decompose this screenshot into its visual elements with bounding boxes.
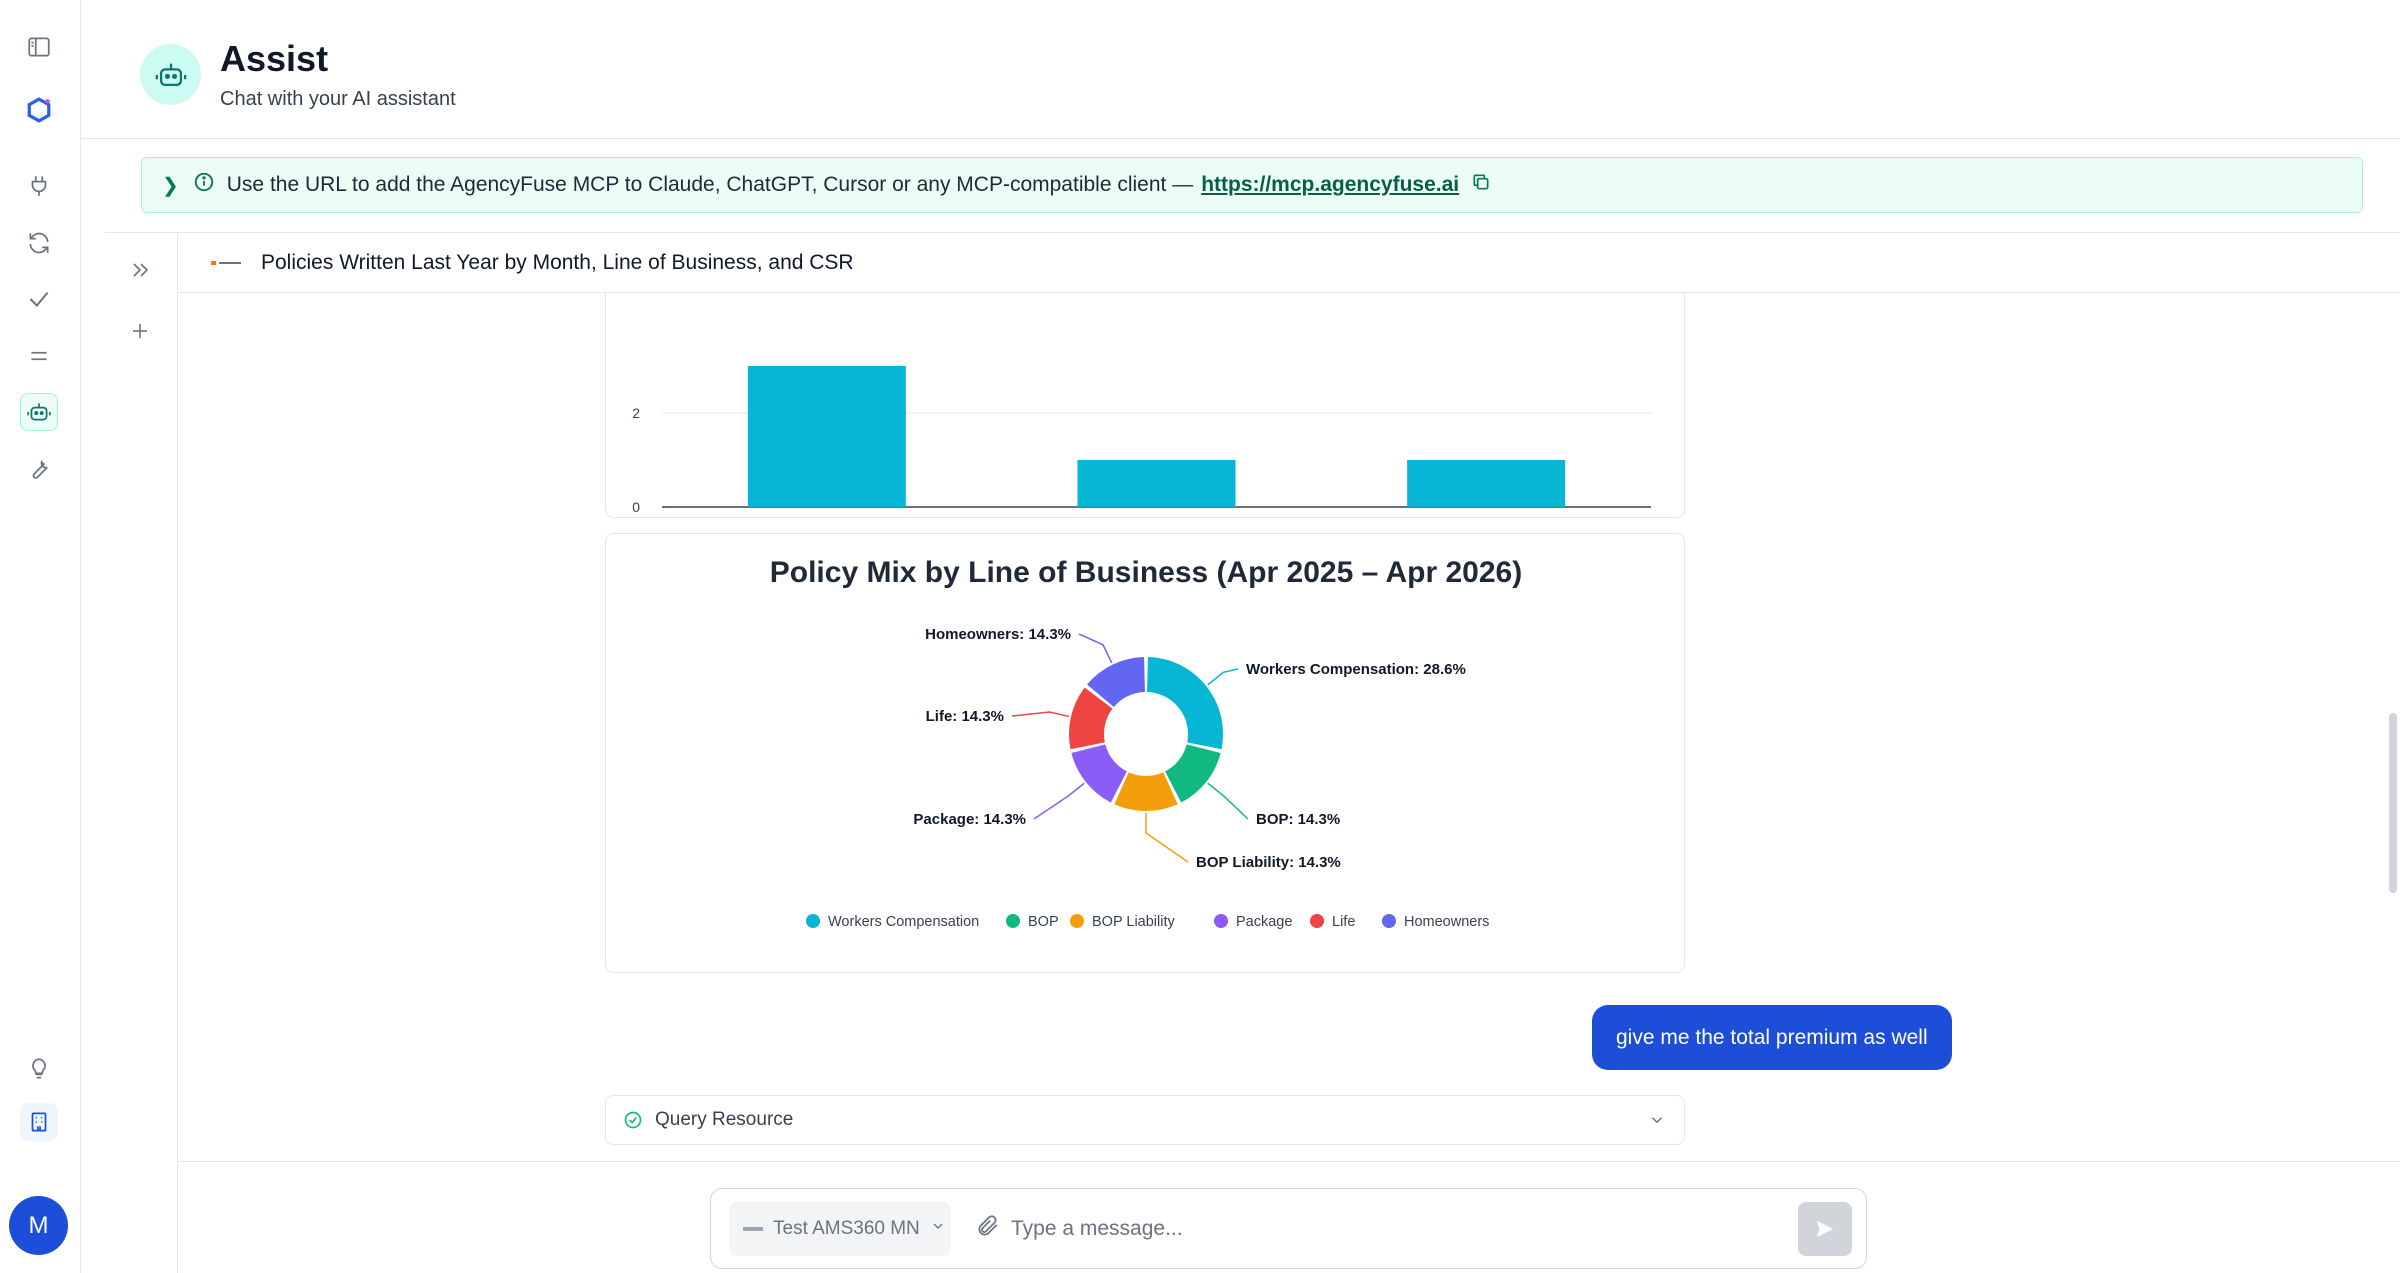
user-message: give me the total premium as well [1592,1005,1952,1070]
mcp-url-link[interactable]: https://mcp.agencyfuse.ai [1201,173,1460,196]
chat-messages: 02Jali, Khulekanibingham, shaunCurry, Ph… [178,293,2400,1161]
scrollbar-thumb[interactable] [2389,713,2397,893]
legend-label: Workers Compensation [828,914,979,930]
chevron-down-icon [930,1218,946,1240]
data-label: Package: 14.3% [913,811,1026,828]
tool-call-label: Query Resource [655,1109,794,1130]
bar [1077,460,1236,507]
data-label: Homeowners: 14.3% [925,626,1071,643]
wrench-icon[interactable] [20,449,58,487]
left-rail: M [0,0,81,1273]
page-header: Assist Chat with your AI assistant [81,0,2400,139]
chat-scrollbar[interactable] [2386,293,2400,1161]
assistant-logo-icon [140,44,201,105]
leader-line [1011,711,1070,718]
paperclip-icon[interactable] [975,1213,1001,1244]
bar-chart: 02Jali, Khulekanibingham, shaunCurry, Ph… [632,366,1651,543]
message-input[interactable] [1011,1203,1751,1255]
pie-slice [1071,744,1127,803]
copy-icon[interactable] [1471,172,1491,198]
leader-line [1207,782,1249,820]
building-icon[interactable] [20,1103,58,1141]
pie-slice [1147,657,1223,750]
chart-title: Policy Mix by Line of Business (Apr 2025… [770,556,1522,589]
ams-logo-icon [743,1227,763,1231]
bar [1407,460,1566,507]
robot-icon[interactable] [20,393,58,431]
legend-label: Package [1236,914,1292,930]
data-label: BOP Liability: 14.3% [1196,854,1341,871]
composer-area: Test AMS360 MN [178,1161,2400,1273]
new-chat-icon[interactable] [128,319,152,350]
chat-title-bar: Policies Written Last Year by Month, Lin… [178,233,2400,293]
bar-chart-card: 02Jali, Khulekanibingham, shaunCurry, Ph… [605,293,1685,543]
legend-marker [806,914,820,928]
send-button[interactable] [1798,1202,1852,1256]
pie-slice [1165,744,1221,803]
page-title: Assist [220,38,329,79]
chevron-down-icon[interactable] [1648,1111,1666,1129]
check-circle-icon [624,1111,642,1129]
send-icon [1816,1220,1834,1238]
pie-chart-card: Policy Mix by Line of Business (Apr 2025… [605,533,1685,973]
divider [105,232,2400,233]
leader-line [1207,668,1239,686]
ams-selector[interactable]: Test AMS360 MN [729,1202,951,1256]
pie-chart: Policy Mix by Line of Business (Apr 2025… [770,556,1522,930]
refresh-icon[interactable] [20,224,58,262]
chat-title: Policies Written Last Year by Month, Lin… [261,250,854,274]
info-icon [193,171,215,199]
legend-label: Homeowners [1404,914,1489,930]
plug-icon[interactable] [20,167,58,205]
legend-label: BOP [1028,914,1059,930]
bar [747,366,906,507]
legend-label: BOP Liability [1092,914,1175,930]
avatar-initial: M [28,1211,49,1239]
data-label: BOP: 14.3% [1256,811,1340,828]
legend-marker [1006,914,1020,928]
data-label: Life: 14.3% [926,708,1004,725]
page-subtitle: Chat with your AI assistant [220,88,456,110]
y-tick-label: 2 [632,405,640,421]
leader-line [1033,782,1085,820]
legend-marker [1382,914,1396,928]
banner-text: Use the URL to add the AgencyFuse MCP to… [226,173,1194,196]
chevron-right-icon[interactable]: ❯ [162,174,179,197]
legend-marker [1070,914,1084,928]
sidebar-toggle-icon[interactable] [20,28,58,66]
check-icon[interactable] [20,280,58,318]
pie-slice [1087,657,1145,708]
app-logo-icon[interactable] [20,91,58,129]
legend-label: Life [1332,914,1355,930]
pie-slice [1114,772,1178,811]
leader-line [1145,813,1189,863]
conversation-rail [81,233,178,1273]
leader-line [1078,633,1113,664]
tool-call-row[interactable]: Query Resource [605,1095,1685,1145]
message-composer: Test AMS360 MN [710,1188,1867,1269]
lightbulb-icon[interactable] [20,1050,58,1088]
user-avatar[interactable]: M [9,1196,68,1255]
legend-marker [1214,914,1228,928]
data-label: Workers Compensation: 28.6% [1246,661,1466,678]
pie-slice [1069,687,1113,750]
expand-panel-icon[interactable] [128,258,152,289]
ams-selector-label: Test AMS360 MN [773,1218,920,1239]
mcp-info-banner: ❯ Use the URL to add the AgencyFuse MCP … [141,157,2363,213]
y-tick-label: 0 [632,499,640,515]
menu-icon[interactable] [20,337,58,375]
user-message-text: give me the total premium as well [1616,1025,1928,1049]
legend-marker [1310,914,1324,928]
agency-logo-icon [211,259,243,267]
